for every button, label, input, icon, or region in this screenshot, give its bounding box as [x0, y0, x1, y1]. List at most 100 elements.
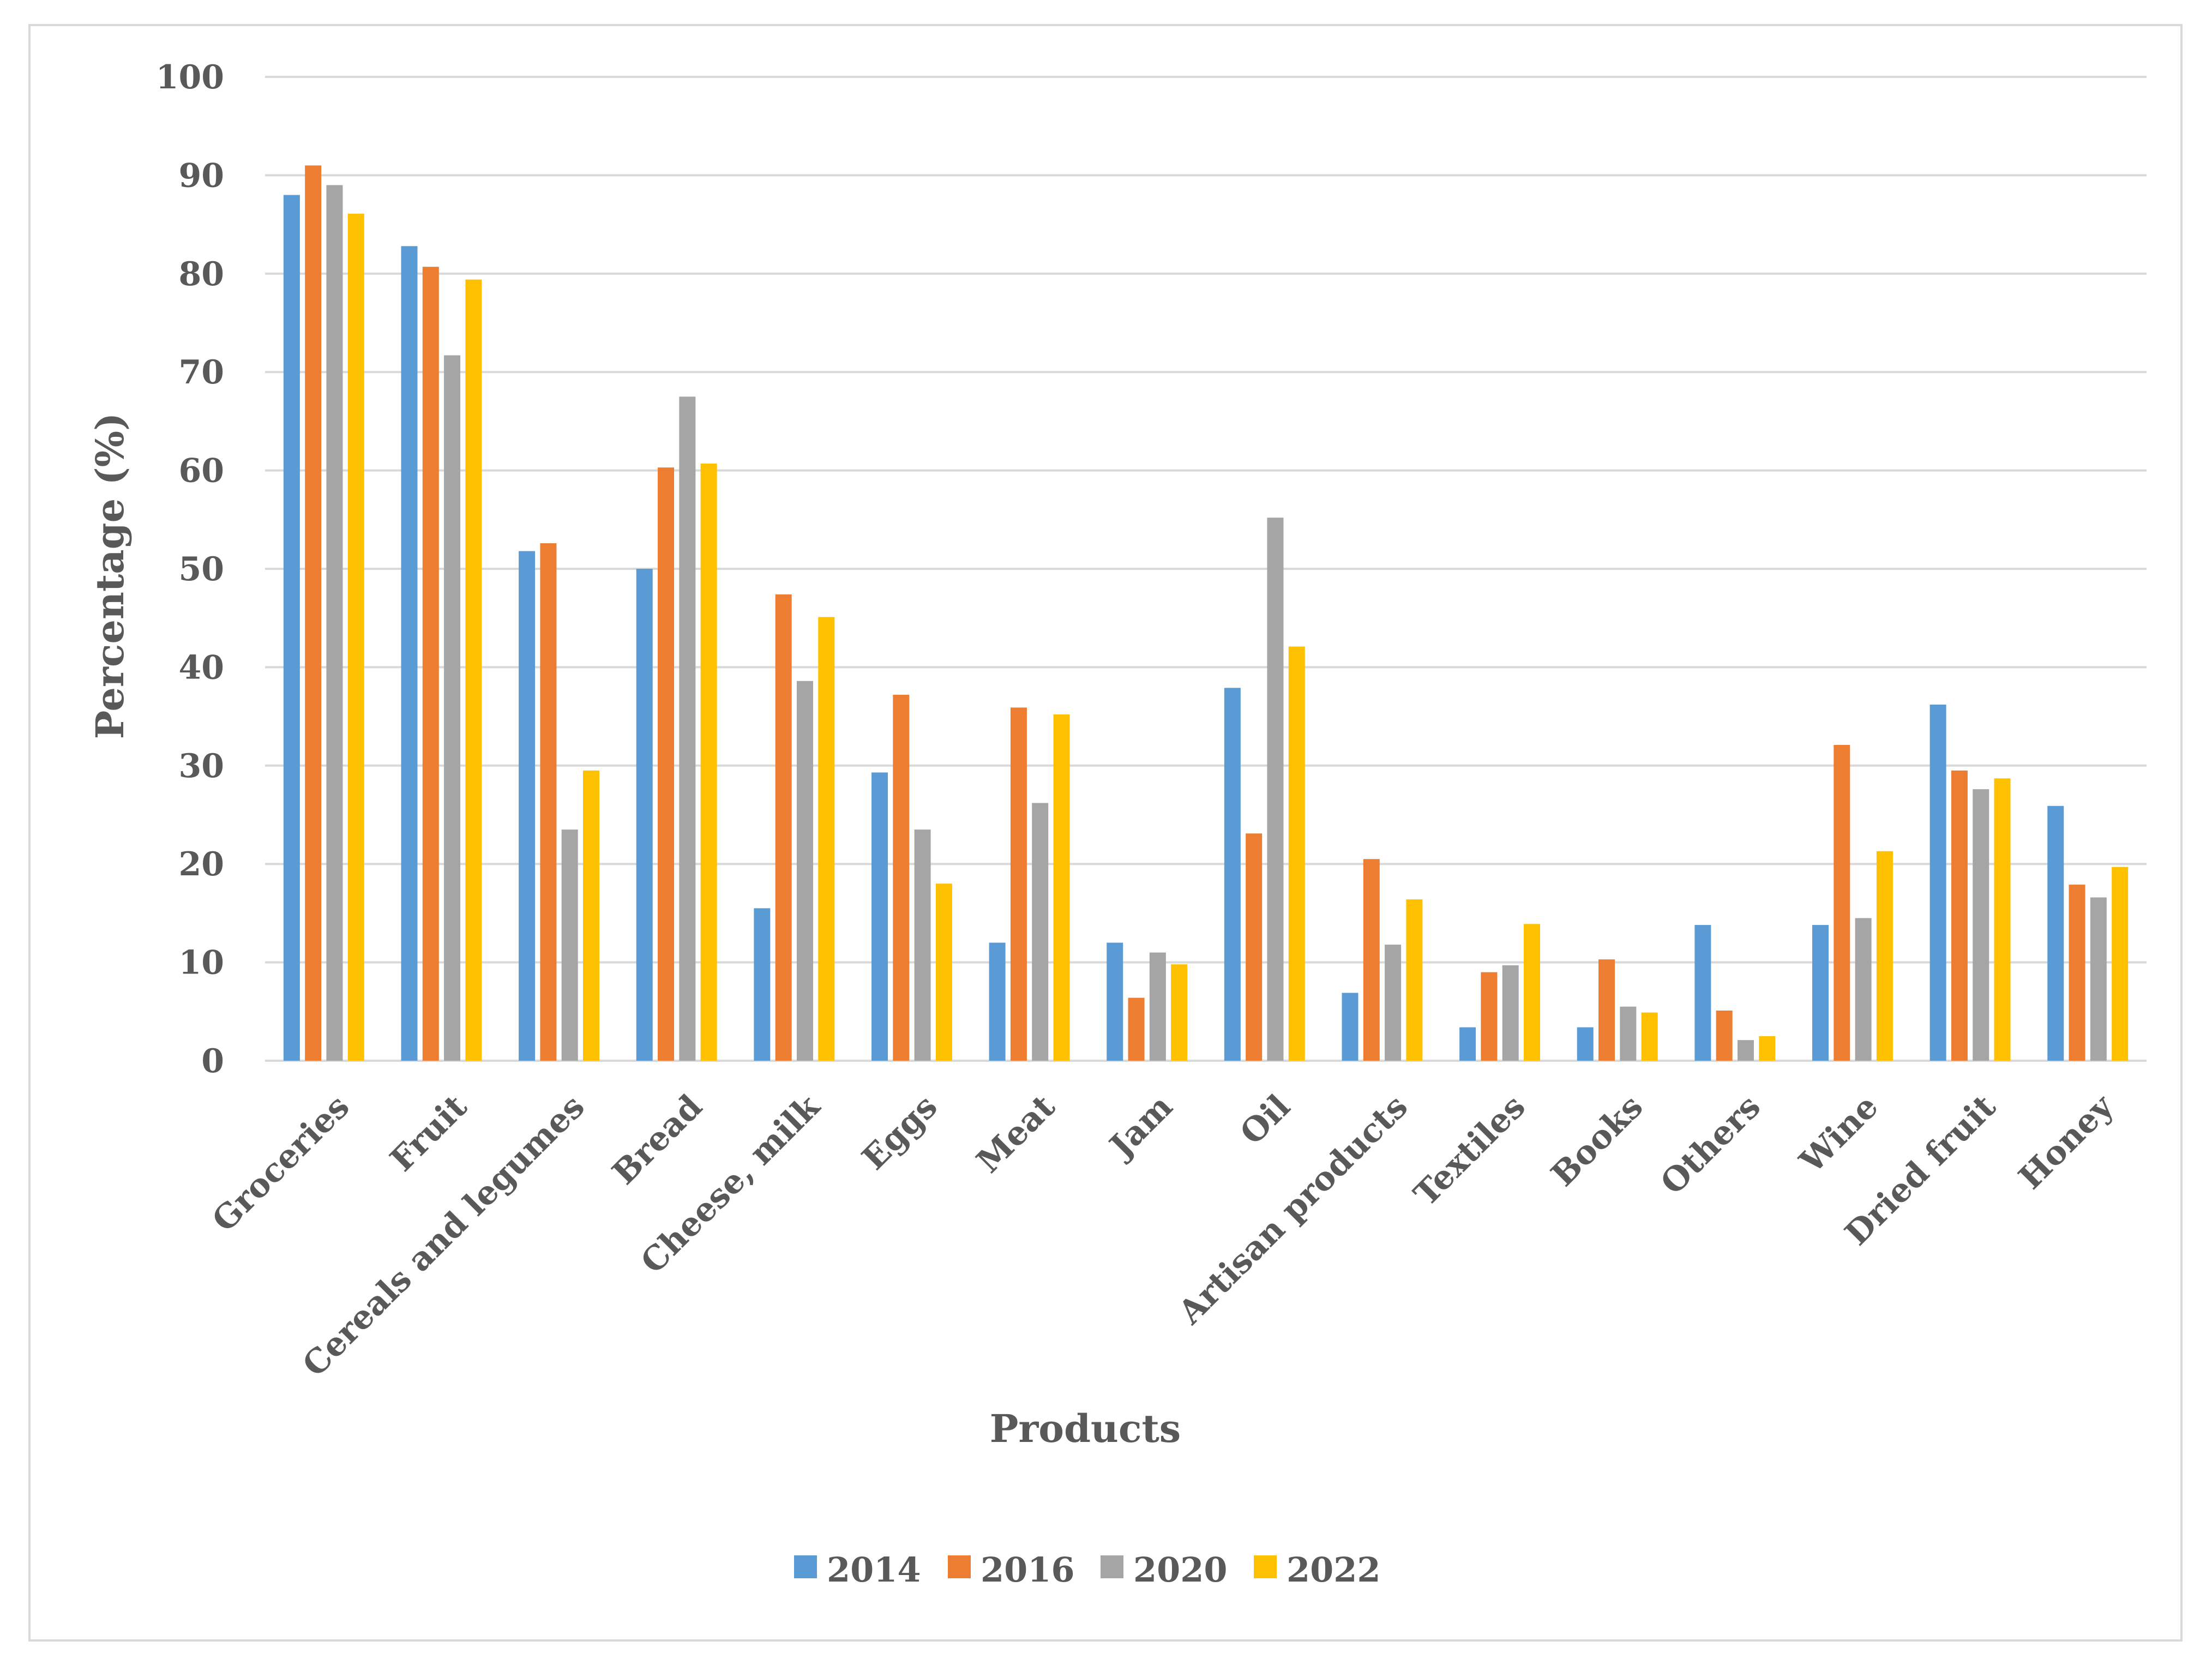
- bar-2014: [1459, 1027, 1476, 1061]
- bar-2016: [2069, 885, 2085, 1061]
- y-tick-label: 50: [179, 550, 225, 588]
- legend-label: 2022: [1287, 1550, 1381, 1590]
- bars: [283, 165, 2129, 1061]
- bar-2022: [583, 770, 600, 1061]
- bar-2014: [283, 195, 300, 1061]
- bar-2014: [2047, 806, 2064, 1061]
- legend-swatch-2022: [1254, 1555, 1277, 1578]
- bar-2022: [1406, 899, 1423, 1061]
- x-tick-label: Oil: [1233, 1087, 1298, 1152]
- x-tick-label: Jam: [1101, 1087, 1180, 1167]
- bar-2020: [2090, 897, 2107, 1061]
- y-tick-label: 20: [179, 845, 225, 883]
- y-tick-label: 10: [179, 944, 225, 982]
- bar-2022: [818, 617, 835, 1061]
- bar-2022: [1171, 964, 1188, 1061]
- bar-2014: [1107, 942, 1123, 1061]
- y-tick-label: 80: [179, 255, 225, 293]
- bar-2022: [465, 279, 482, 1061]
- x-tick-label: Honey: [2011, 1087, 2121, 1197]
- legend-label: 2014: [827, 1550, 921, 1590]
- bar-2020: [444, 355, 461, 1061]
- bar-2016: [1128, 997, 1145, 1061]
- bar-2020: [796, 681, 813, 1061]
- bar-2022: [1876, 851, 1893, 1061]
- legend-swatch-2016: [948, 1555, 971, 1578]
- bar-2022: [1759, 1036, 1776, 1061]
- bar-2016: [1598, 959, 1615, 1061]
- bar-2016: [540, 543, 557, 1061]
- x-tick-label: Artisan products: [1171, 1087, 1415, 1332]
- bar-2020: [1032, 803, 1049, 1061]
- bar-2016: [893, 694, 910, 1061]
- bar-2020: [1502, 965, 1519, 1061]
- bar-2014: [871, 772, 888, 1061]
- y-tick-label: 60: [179, 452, 225, 490]
- bar-2016: [658, 467, 675, 1061]
- bar-2020: [1973, 789, 1989, 1061]
- y-tick-label: 90: [179, 157, 225, 195]
- x-tick-label: Meat: [970, 1087, 1063, 1181]
- bar-2014: [401, 246, 418, 1061]
- y-axis-title: Percentage (%): [87, 413, 133, 740]
- bar-2014: [1812, 925, 1829, 1061]
- bar-2020: [679, 396, 696, 1061]
- bar-2020: [1737, 1040, 1754, 1061]
- x-axis-title: Products: [990, 1406, 1181, 1451]
- bar-2020: [914, 830, 931, 1061]
- bar-2022: [347, 213, 364, 1061]
- bar-2016: [305, 165, 322, 1061]
- bar-2014: [1694, 925, 1711, 1061]
- bar-2022: [1994, 778, 2011, 1061]
- bar-2022: [935, 883, 952, 1061]
- x-tick-label: Eggs: [855, 1087, 945, 1177]
- bar-2014: [636, 569, 653, 1061]
- bar-2014: [1224, 688, 1241, 1061]
- bar-2022: [1288, 646, 1305, 1061]
- bar-2022: [1524, 924, 1541, 1061]
- y-tick-label: 40: [179, 648, 225, 687]
- bar-2020: [1149, 952, 1166, 1061]
- bar-2014: [1342, 993, 1359, 1061]
- bar-2014: [519, 551, 536, 1061]
- y-tick-label: 0: [201, 1042, 224, 1080]
- x-tick-label: Wine: [1792, 1087, 1885, 1181]
- x-tick-label: Fruit: [383, 1087, 474, 1179]
- bar-2014: [1577, 1027, 1594, 1061]
- legend: 2014 2016 2020 2022: [794, 1550, 1381, 1590]
- bar-2020: [326, 185, 343, 1061]
- bar-2014: [989, 942, 1006, 1061]
- bar-2014: [754, 908, 771, 1061]
- bar-2016: [1010, 707, 1027, 1061]
- chart-frame: 0 10 20 30 40 50 60 70 80 90 100 Groceries Fruit Cer…: [28, 24, 2183, 1642]
- legend-label: 2020: [1133, 1550, 1228, 1590]
- bar-2020: [1855, 918, 1872, 1061]
- bar-2022: [1641, 1012, 1658, 1061]
- bar-2016: [1246, 833, 1263, 1061]
- bar-2020: [1385, 945, 1402, 1061]
- bar-2022: [2112, 867, 2129, 1061]
- gridlines: [265, 76, 2147, 1062]
- bar-2016: [1951, 770, 1968, 1061]
- x-tick-label: Textiles: [1406, 1087, 1532, 1213]
- legend-swatch-2020: [1101, 1555, 1123, 1578]
- y-tick-label: 30: [179, 747, 225, 785]
- bar-2016: [1716, 1010, 1733, 1061]
- x-tick-label: Bread: [605, 1087, 710, 1192]
- bar-2016: [1834, 744, 1850, 1061]
- bar-2020: [1267, 518, 1284, 1061]
- y-tick-label: 70: [179, 353, 225, 392]
- legend-swatch-2014: [794, 1555, 817, 1578]
- bar-2020: [1620, 1006, 1637, 1061]
- x-tick-label: Books: [1544, 1087, 1650, 1194]
- bar-2016: [775, 594, 792, 1061]
- x-tick-label: Groceries: [205, 1087, 357, 1240]
- bar-2022: [700, 463, 717, 1061]
- bar-2016: [422, 267, 439, 1061]
- y-tick-label: 100: [156, 58, 224, 97]
- bar-2016: [1481, 972, 1498, 1061]
- y-axis-ticks: 0 10 20 30 40 50 60 70 80 90 100: [156, 58, 224, 1080]
- legend-label: 2016: [981, 1550, 1075, 1590]
